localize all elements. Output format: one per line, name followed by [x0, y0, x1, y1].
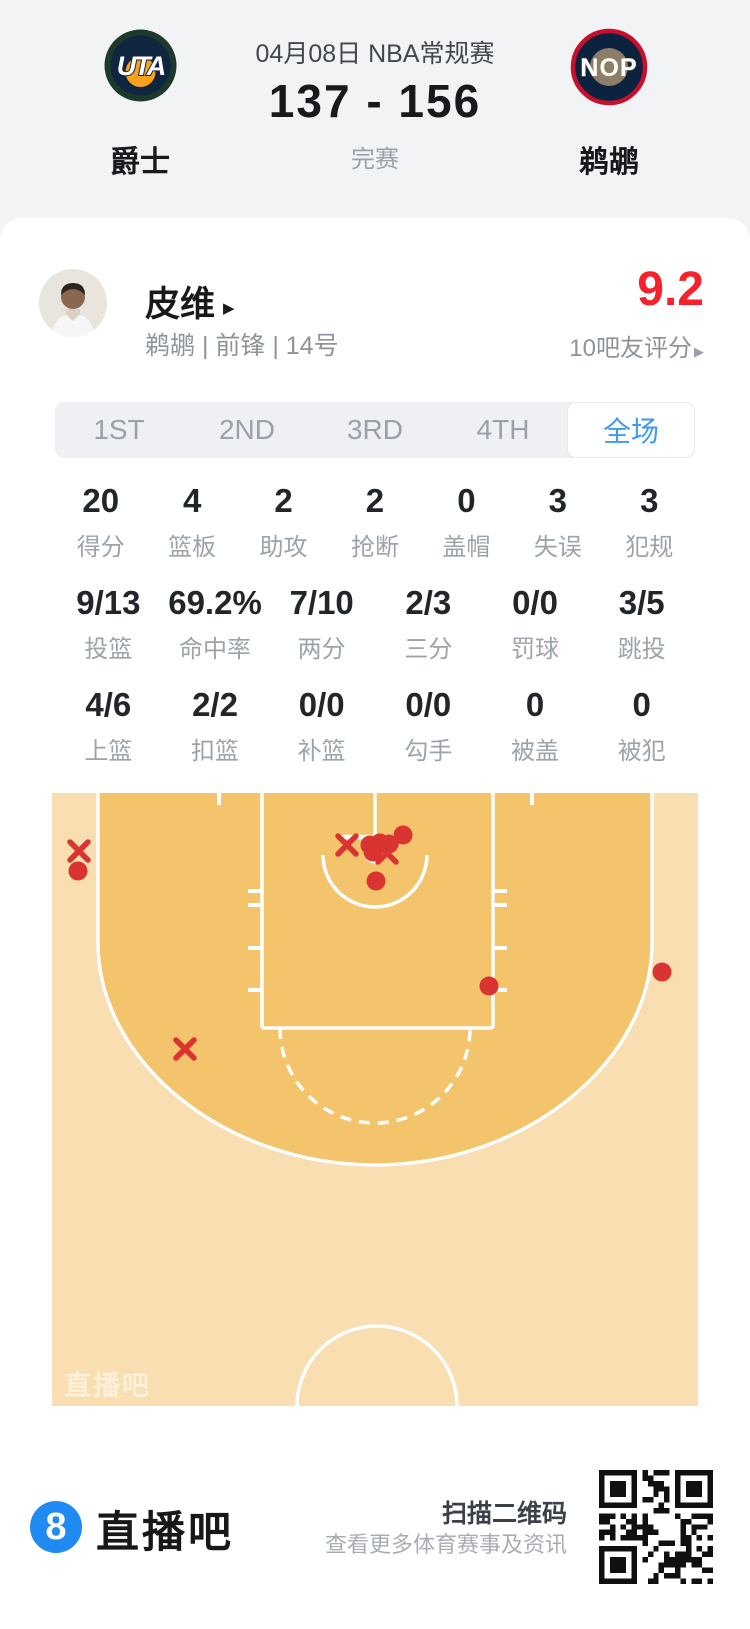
lane-hash-marks [248, 889, 507, 992]
away-team-name[interactable]: 鹈鹕 [579, 146, 639, 179]
made-shot-dot [393, 825, 413, 845]
stat-fouls: 3 犯规 [625, 482, 674, 561]
tab-4th[interactable]: 4TH [476, 414, 530, 445]
made-shot-dot [366, 871, 386, 891]
made-shot-dot [652, 962, 672, 982]
match-status: 完赛 [351, 146, 399, 173]
shot-markers [67, 825, 672, 1061]
free-throw-circle-dashed [278, 1027, 472, 1125]
home-team-logo[interactable]: UTA [103, 28, 178, 103]
made-shot-dot [363, 842, 383, 862]
missed-shot-x [67, 839, 91, 863]
rating-arrow-icon: ▶ [694, 344, 704, 359]
player-meta: 鹈鹕 | 前锋 | 14号 [145, 332, 339, 360]
shot-chart-court [52, 793, 698, 1406]
made-shot-dot [379, 834, 399, 854]
player-rating-caption[interactable]: 10吧友评分 ▶ [569, 335, 704, 362]
home-team-abbr: UTA [117, 51, 165, 81]
stat-ft: 0/0 罚球 [511, 584, 560, 663]
missed-shot-x [173, 1037, 197, 1061]
match-date: 04月08日 NBA常规赛 [255, 40, 495, 68]
stat-jumpshot: 3/5 跳投 [617, 584, 666, 663]
player-avatar[interactable] [39, 269, 107, 337]
made-shot-dot [68, 861, 88, 881]
away-team-logo[interactable]: NOP [570, 28, 648, 106]
footer-brand: 直播吧 [96, 1509, 234, 1557]
away-team-abbr: NOP [580, 54, 637, 82]
stat-dunk: 2/2 扣篮 [191, 686, 239, 765]
stat-2pt: 7/10 两分 [289, 584, 354, 663]
qr-scan-subtitle: 查看更多体育赛事及资讯 [324, 1532, 567, 1557]
stat-3pt: 2/3 三分 [404, 584, 453, 663]
tab-3rd[interactable]: 3RD [346, 414, 403, 445]
qr-code [599, 1470, 713, 1584]
stat-points: 20 得分 [76, 482, 125, 561]
tab-1st[interactable]: 1ST [93, 414, 145, 445]
three-point-line [96, 793, 654, 1167]
stat-steals: 2 抢断 [350, 482, 399, 561]
stat-turnovers: 3 失误 [533, 482, 582, 561]
home-team-name[interactable]: 爵士 [110, 146, 170, 179]
court-inside-three-area [98, 793, 652, 1165]
quarter-tabbar: 1ST 2ND 3RD 4TH 全场 [55, 402, 695, 458]
made-shot-dot [479, 976, 499, 996]
stat-putback: 0/0 补篮 [297, 686, 346, 765]
player-detail-arrow-icon: ▶ [223, 300, 235, 317]
stat-fg-pct: 69.2% 命中率 [168, 584, 262, 663]
player-rating: 9.2 [637, 263, 704, 316]
stats-row-basic: 20 得分 4 篮板 2 助攻 2 抢断 0 盖帽 3 失误 3 犯规 [55, 482, 695, 562]
baseline-hash-marks [217, 793, 534, 805]
match-score: 137 - 156 [268, 75, 482, 127]
restricted-area-arc [321, 854, 429, 909]
stat-blocks: 0 盖帽 [442, 482, 491, 561]
stat-hook: 0/0 勾手 [404, 686, 453, 765]
stat-fouled: 0 被犯 [617, 686, 666, 765]
court-watermark: 直播吧 [64, 1371, 151, 1401]
missed-shot-x [335, 833, 359, 857]
player-name[interactable]: 皮维 ▶ [145, 285, 235, 324]
stat-rebounds: 4 篮板 [168, 482, 217, 561]
stat-fg: 9/13 投篮 [76, 584, 141, 663]
half-court-circle-arc [295, 1324, 459, 1406]
stats-row-shot-types: 4/6 上篮 2/2 扣篮 0/0 补篮 0/0 勾手 0 被盖 0 被犯 [55, 686, 695, 766]
tab-full-game[interactable]: 全场 [567, 402, 695, 458]
stat-assists: 2 助攻 [259, 482, 308, 561]
stat-layup: 4/6 上篮 [84, 686, 133, 765]
qr-scan-title: 扫描二维码 [441, 1500, 567, 1528]
stat-got-blocked: 0 被盖 [511, 686, 560, 765]
stats-row-shooting: 9/13 投篮 69.2% 命中率 7/10 两分 2/3 三分 0/0 罚球 3/5 跳投 [55, 584, 695, 664]
zhibo8-logo-icon: 8 [30, 1501, 82, 1553]
tab-2nd[interactable]: 2ND [218, 414, 275, 445]
